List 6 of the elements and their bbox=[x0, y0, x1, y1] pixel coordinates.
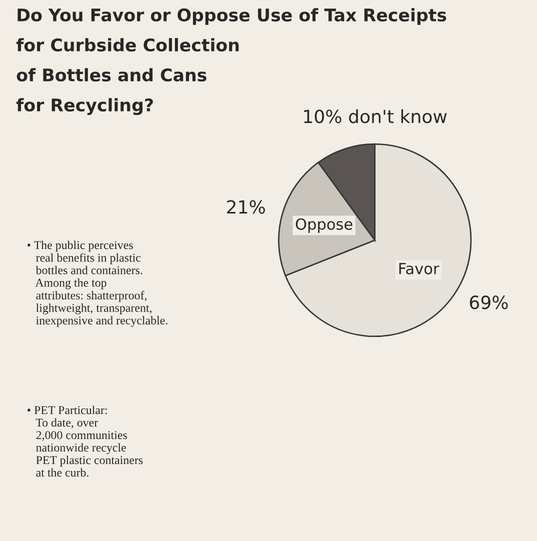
slice-label: Favor bbox=[399, 263, 440, 274]
text: • The public perceives real benefits in plastic bottles and containers. Among the top attributes: shatterproof, lightweight, transparent, inexpensive and recyclable. bbox=[28, 240, 168, 327]
data-label: 69% bbox=[470, 296, 508, 310]
slice-label: Oppose bbox=[296, 218, 352, 233]
text: • PET Particular: To date, over 2,000 communities nationwide recycle PET plastic containers at the curb. bbox=[28, 406, 143, 477]
data-label: 21% bbox=[227, 200, 265, 214]
